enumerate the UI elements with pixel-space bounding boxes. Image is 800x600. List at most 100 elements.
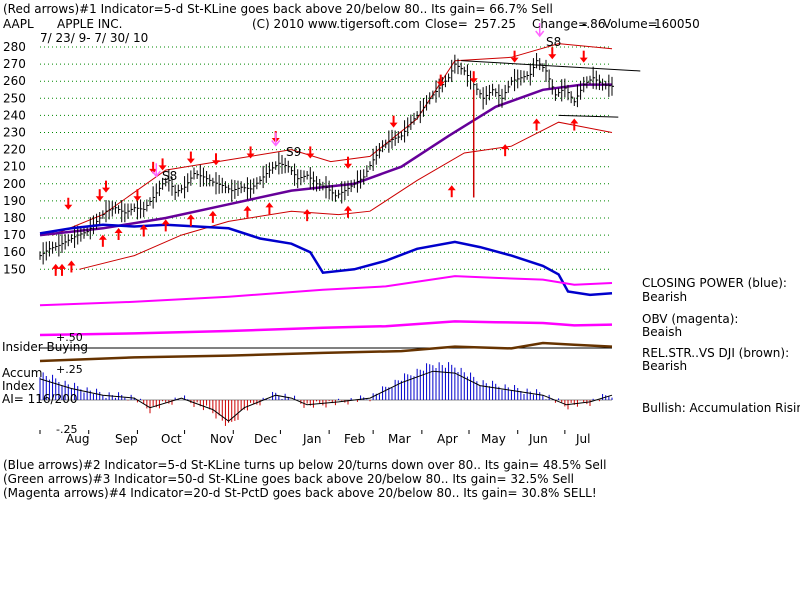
obv — [39, 275, 613, 307]
relstr-line — [39, 341, 613, 363]
insider-panel — [39, 320, 613, 363]
month-label: Feb — [344, 432, 366, 446]
sell-label-s8: S8 — [162, 169, 178, 183]
indicator-1-text: (Red arrows)#1 Indicator=5-d St-KLine go… — [3, 2, 553, 16]
sell-arrow-head — [186, 158, 195, 164]
sell-arrow-head — [102, 187, 110, 193]
buy-arrow-head — [208, 210, 217, 216]
sell-arrow-head — [158, 165, 167, 171]
trend-line — [461, 60, 641, 72]
plus-50-label: +.50 — [56, 331, 83, 344]
ai-label: AI= 116/200 — [2, 392, 78, 406]
index-label: Index — [2, 379, 36, 393]
indicator-3-text: (Green arrows)#3 Indicator=50-d St-KLine… — [3, 472, 575, 486]
month-label: Nov — [210, 432, 234, 446]
magenta-arrow-head — [151, 170, 161, 178]
month-label: Aug — [66, 432, 90, 446]
month-label: Mar — [388, 432, 411, 446]
insider-buying-label: Insider Buying — [2, 340, 88, 354]
sell-arrow-head — [548, 54, 557, 60]
sell-label-s8-2: S8 — [546, 35, 562, 49]
month-label: May — [481, 432, 506, 446]
relstr-label: REL.STR..VS DJI (brown): — [642, 346, 790, 360]
signal-arrows — [51, 23, 588, 276]
month-label: Oct — [161, 432, 182, 446]
magenta-arrow-head — [535, 30, 545, 38]
minus-25-label: -.25 — [56, 423, 78, 436]
closing-power-line — [39, 223, 613, 297]
buy-arrow-head — [243, 205, 252, 211]
trend-lines — [461, 60, 641, 118]
price-tick-label: 170 — [3, 228, 26, 242]
bollinger-bands — [52, 43, 613, 270]
volume-value: 160050 — [654, 17, 700, 31]
buy-arrow-head — [570, 118, 579, 124]
month-label: Apr — [437, 432, 458, 446]
buy-arrow-head — [447, 185, 456, 191]
buy-arrow-head — [67, 260, 76, 266]
price-tick-label: 180 — [3, 211, 26, 225]
price-tick-label: 210 — [3, 160, 26, 174]
accum-ma-line — [39, 370, 613, 422]
price-tick-label: 280 — [3, 40, 26, 54]
sell-arrow-head — [306, 153, 315, 159]
buy-arrow-head — [186, 214, 195, 220]
price-tick-label: 150 — [3, 262, 26, 276]
accumulation-status: Bullish: Accumulation Rising — [642, 401, 800, 415]
obv-lower-line — [39, 320, 613, 337]
buy-arrow-head — [51, 263, 60, 269]
month-label: Jul — [576, 432, 591, 446]
buy-arrow-head — [139, 224, 148, 230]
price-tick-label: 190 — [3, 194, 26, 208]
upper-band — [52, 43, 613, 236]
closing-power — [39, 223, 613, 297]
lower-band — [79, 121, 613, 270]
price-axis: 150 160 170 180 190 200 210 220 230 240 250 260 270 2… — [3, 40, 26, 276]
obv-value: Beaish — [642, 325, 683, 339]
price-tick-label: 260 — [3, 74, 26, 88]
sell-arrow-head — [510, 57, 519, 63]
price-tick-label: 230 — [3, 126, 26, 140]
buy-arrow-head — [344, 205, 352, 211]
sell-arrow-head — [95, 196, 104, 202]
buy-arrow-head — [303, 209, 312, 215]
accum-label: Accum — [2, 366, 43, 380]
accum-index-panel — [39, 362, 613, 426]
month-label: Dec — [254, 432, 278, 446]
buy-arrow-head — [58, 263, 66, 269]
sell-arrow-head — [579, 57, 588, 63]
buy-arrow-head — [161, 219, 170, 225]
buy-arrow-head — [114, 227, 123, 233]
price-grid — [39, 46, 612, 434]
closing-power-label: CLOSING POWER (blue): — [642, 276, 787, 290]
sell-label-s9: S9 — [286, 145, 302, 159]
trend-line — [558, 114, 619, 118]
price-tick-label: 250 — [3, 91, 26, 105]
relstr-value: Bearish — [642, 359, 688, 373]
company-name: APPLE INC. — [57, 17, 123, 31]
month-label: Sep — [115, 432, 138, 446]
obv-label: OBV (magenta): — [642, 312, 739, 326]
magenta-arrow-head — [271, 140, 281, 147]
sell-arrow-head — [389, 122, 398, 128]
month-label: Jan — [303, 432, 322, 446]
buy-arrow-head — [501, 144, 510, 150]
symbol: AAPL — [3, 17, 34, 31]
change-label: Change= — [532, 17, 588, 31]
month-label: Jun — [529, 432, 548, 446]
plus-25-label: +.25 — [56, 363, 83, 376]
sell-arrow-head — [246, 153, 255, 159]
sell-arrow-head — [133, 196, 142, 202]
price-tick-label: 160 — [3, 245, 26, 259]
date-range: 7/ 23/ 9- 7/ 30/ 10 — [40, 31, 149, 45]
closing-power-value: Bearish — [642, 290, 688, 304]
indicator-2-text: (Blue arrows)#2 Indicator=5-d St-KLine t… — [3, 458, 607, 472]
change-value: -.86 — [582, 17, 606, 31]
copyright: (C) 2010 www.tigersoft.com — [252, 17, 420, 31]
buy-arrow-head — [532, 118, 541, 124]
sell-arrow-head — [436, 81, 445, 87]
price-tick-label: 200 — [3, 177, 26, 191]
price-tick-label: 270 — [3, 57, 26, 71]
sell-arrow-head — [469, 78, 478, 84]
